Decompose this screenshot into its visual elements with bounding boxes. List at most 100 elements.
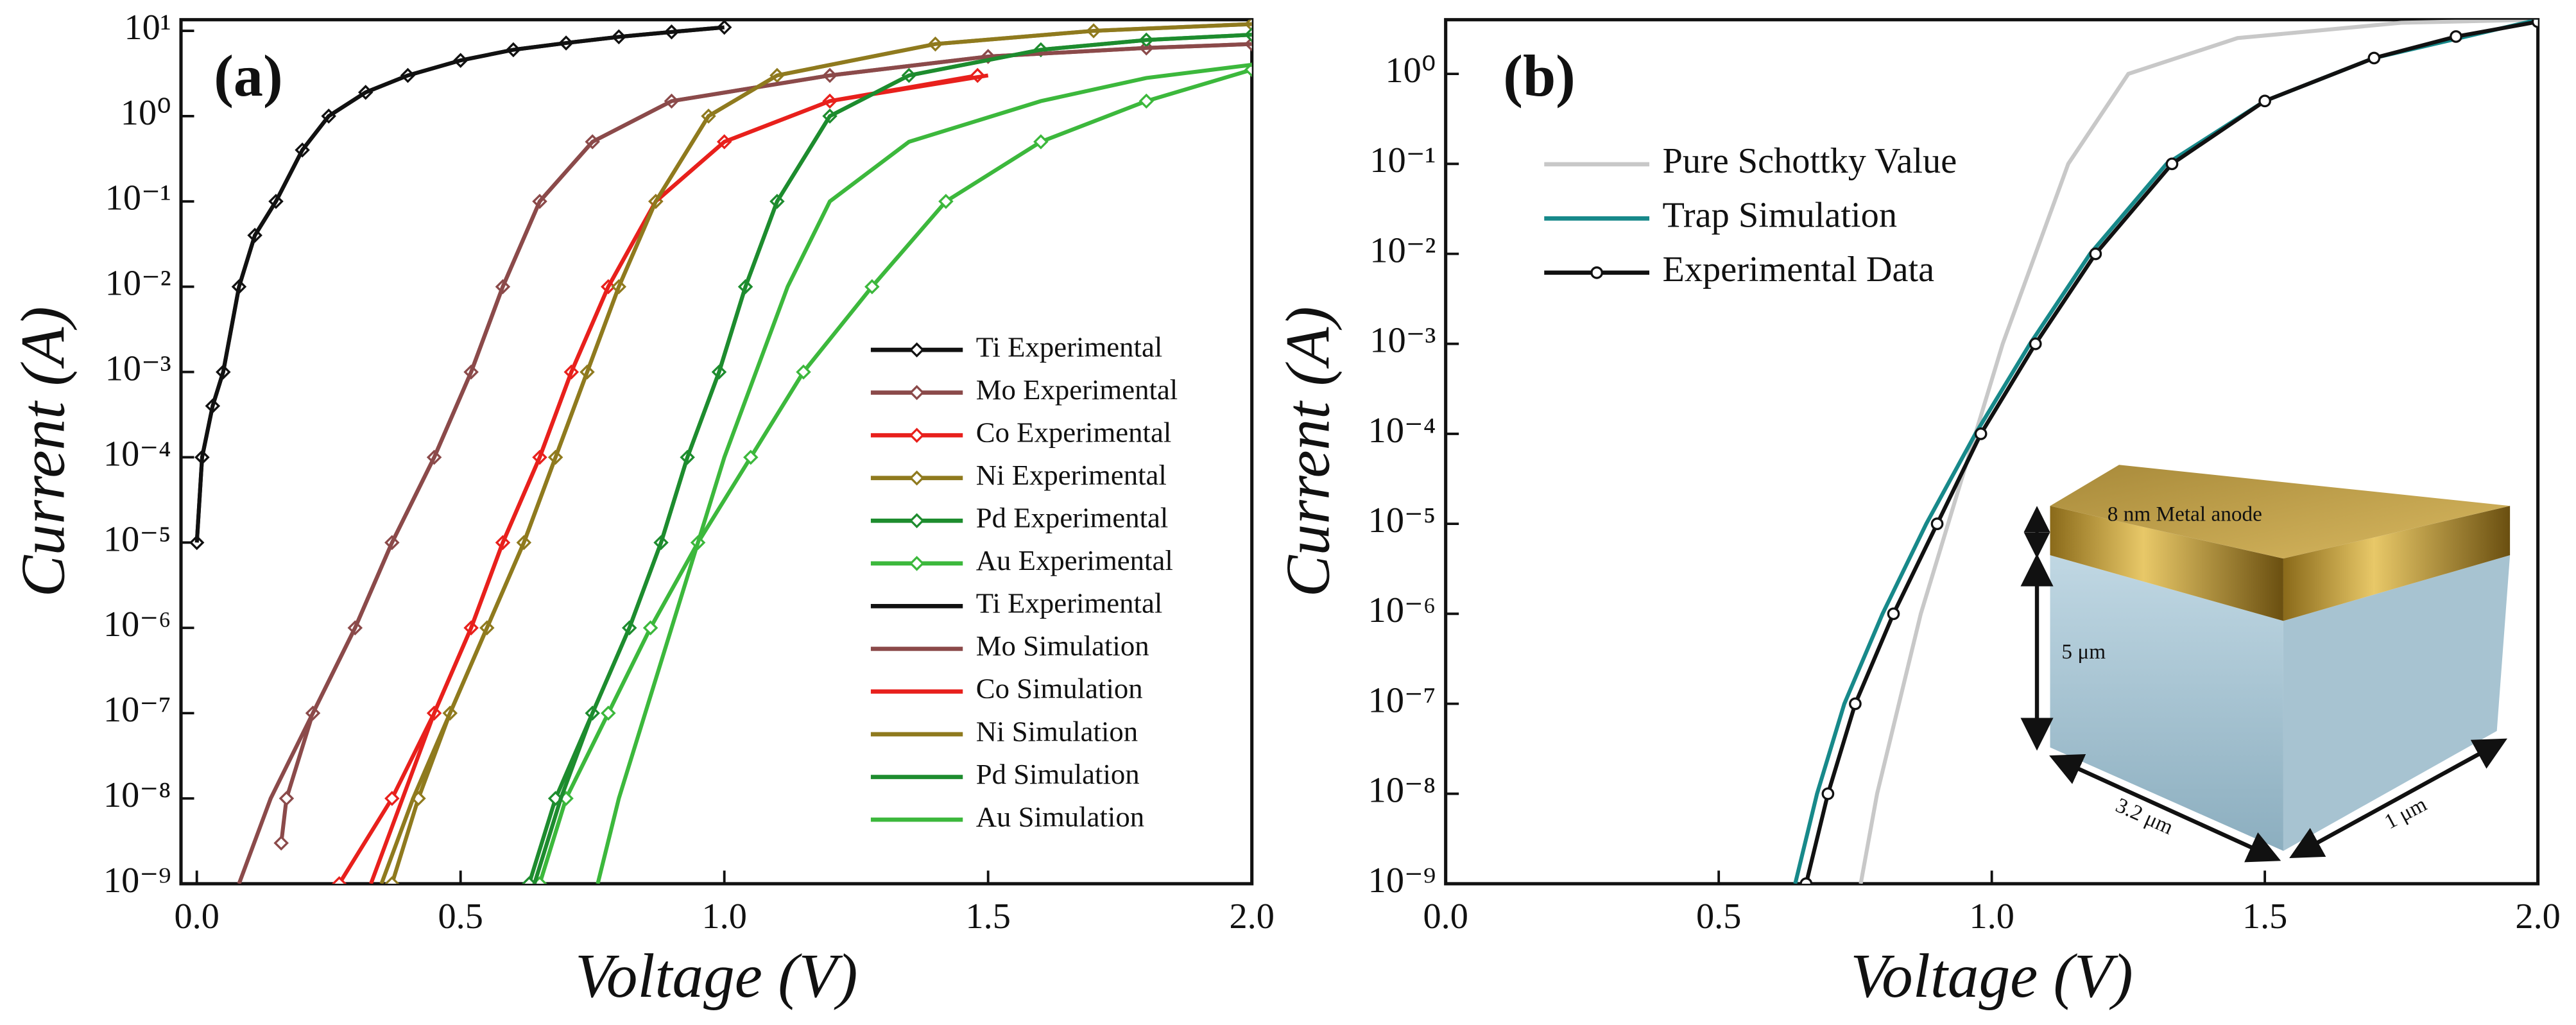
- legend-label: Co Experimental: [976, 416, 1172, 448]
- marker: [1974, 427, 1988, 440]
- legend-marker: [909, 427, 925, 443]
- y-tick-label: 10⁻⁴: [103, 434, 171, 474]
- legend-label: Ni Experimental: [976, 459, 1167, 491]
- x-tick-label: 1.5: [2242, 897, 2287, 936]
- series-line: [237, 42, 1252, 884]
- x-tick-label: 0.5: [438, 897, 483, 936]
- marker: [1849, 697, 1862, 711]
- y-tick-label: 10⁻⁶: [103, 605, 171, 644]
- y-axis-label: Current (A): [1273, 306, 1343, 597]
- x-tick-label: 2.0: [2515, 897, 2560, 936]
- marker: [1930, 517, 1944, 530]
- marker: [521, 876, 537, 884]
- y-tick-label: 10⁻⁴: [1368, 411, 1436, 451]
- marker: [642, 620, 658, 636]
- legend-label: Pd Simulation: [976, 758, 1140, 790]
- marker: [2531, 19, 2538, 28]
- marker: [384, 791, 400, 806]
- y-tick-label: 10⁻³: [105, 349, 171, 389]
- y-axis-label: Current (A): [9, 306, 78, 597]
- series-line: [390, 22, 1252, 884]
- y-tick-label: 10¹: [124, 8, 171, 47]
- legend-label: Ti Experimental: [976, 331, 1163, 363]
- y-tick-label: 10⁻³: [1370, 321, 1436, 361]
- annotation: 5 μm: [2061, 640, 2106, 664]
- y-tick-label: 10⁻¹: [105, 178, 171, 218]
- series-line: [532, 33, 1252, 884]
- series-line: [369, 73, 989, 884]
- legend-label: Pure Schottky Value: [1663, 141, 1957, 181]
- marker: [1033, 134, 1049, 150]
- legend-label: Mo Simulation: [976, 630, 1149, 662]
- y-tick-label: 10⁻²: [105, 264, 171, 304]
- y-tick-label: 10⁻⁵: [1368, 501, 1436, 540]
- legend-label: Ni Simulation: [976, 715, 1138, 747]
- panel-label: (a): [214, 43, 282, 108]
- marker: [2029, 337, 2042, 350]
- legend-marker: [909, 556, 925, 571]
- marker: [331, 876, 347, 884]
- plot-area: [1793, 19, 2538, 884]
- plot-area: [189, 19, 1252, 884]
- y-tick-label: 10⁰: [1385, 51, 1436, 90]
- legend-marker: [909, 384, 925, 401]
- legend-label: Trap Simulation: [1663, 195, 1897, 235]
- annotation: 8 nm Metal anode: [2108, 502, 2262, 526]
- x-tick-label: 2.0: [1230, 897, 1275, 936]
- marker: [743, 449, 759, 465]
- marker: [2165, 157, 2179, 171]
- marker: [1244, 36, 1252, 52]
- y-tick-label: 10⁻⁹: [1368, 861, 1436, 900]
- legend-marker: [909, 342, 925, 357]
- series-line: [538, 67, 1252, 884]
- legend-label: Co Simulation: [976, 673, 1143, 705]
- y-tick-label: 10⁻¹: [1370, 141, 1436, 180]
- y-tick-label: 10⁻⁷: [1368, 680, 1436, 720]
- legend-label: Mo Experimental: [976, 374, 1178, 406]
- series-line: [194, 25, 725, 543]
- y-tick-label: 10⁻⁶: [1368, 590, 1436, 630]
- marker: [796, 364, 811, 380]
- legend-label: Pd Experimental: [976, 502, 1169, 534]
- marker: [2450, 30, 2462, 43]
- marker: [384, 876, 400, 884]
- marker: [1244, 27, 1252, 42]
- legend-label: Au Simulation: [976, 800, 1144, 832]
- series-line: [1859, 19, 2538, 884]
- series-line: [596, 62, 1252, 884]
- y-tick-label: 10⁻²: [1370, 230, 1436, 270]
- marker: [601, 705, 616, 721]
- marker: [1821, 787, 1835, 800]
- marker: [938, 194, 954, 209]
- y-tick-label: 10⁻⁵: [103, 519, 171, 559]
- legend-marker: [909, 513, 925, 529]
- y-tick-label: 10⁻⁹: [103, 861, 171, 900]
- annotation: 1 μm: [2381, 792, 2431, 834]
- marker: [273, 835, 289, 851]
- marker: [1799, 877, 1813, 884]
- x-tick-label: 1.0: [702, 897, 747, 936]
- marker: [279, 791, 295, 806]
- marker: [864, 279, 880, 295]
- legend-label: Au Experimental: [976, 544, 1173, 576]
- y-tick-label: 10⁻⁷: [103, 690, 171, 730]
- legend-marker: [1590, 266, 1604, 279]
- legend-label: Experimental Data: [1663, 250, 1935, 289]
- marker: [1138, 93, 1155, 109]
- x-tick-label: 0.0: [175, 897, 219, 936]
- marker: [1244, 19, 1252, 32]
- y-tick-label: 10⁻⁸: [103, 775, 171, 815]
- legend-marker: [909, 470, 925, 486]
- x-axis-label: Voltage (V): [1851, 942, 2133, 1011]
- marker: [2367, 51, 2381, 65]
- marker: [1887, 607, 1900, 621]
- x-tick-label: 1.5: [966, 897, 1011, 936]
- legend-label: Ti Experimental: [976, 587, 1163, 619]
- series-line: [379, 22, 1252, 884]
- panel-label: (b): [1503, 43, 1576, 108]
- x-axis-label: Voltage (V): [575, 942, 857, 1011]
- x-tick-label: 0.0: [1423, 897, 1468, 936]
